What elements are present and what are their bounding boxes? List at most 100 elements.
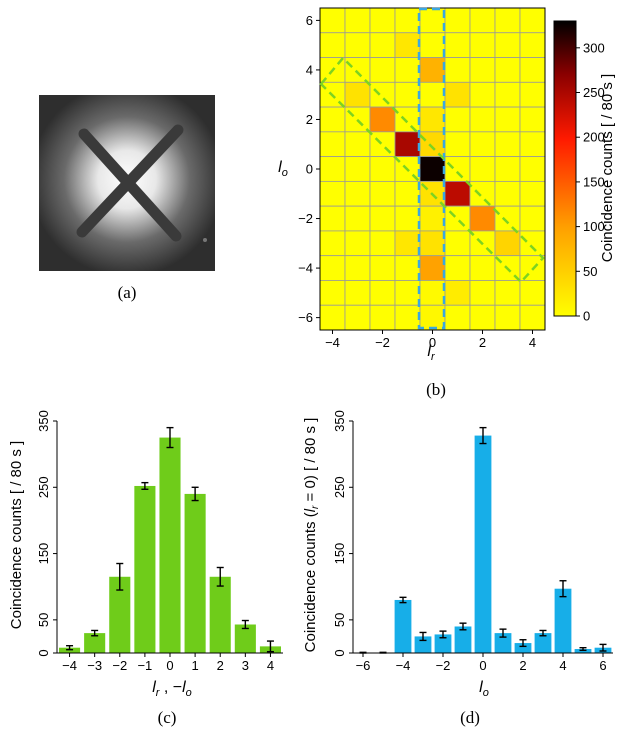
heatmap-cell [419,255,446,281]
error-bar [66,645,74,651]
y-tick-label: 250 [332,476,347,498]
y-tick-label: 250 [36,476,51,498]
heatmap-cell [369,180,396,207]
bar [109,576,131,653]
d-y-ticks: 0 50 150 250 350 [332,410,353,657]
bar [84,633,106,653]
heatmap-cell [394,131,421,158]
heatmap-cell [519,7,546,34]
heatmap-cell [444,131,471,158]
heatmap-cell [494,280,521,306]
y-tick-label: 150 [36,543,51,565]
heatmap-x-tick-label: −4 [325,335,340,350]
heatmap-cell [394,57,421,83]
heatmap-cell [469,7,496,34]
heatmap-cell [419,280,446,306]
heatmap-cell [444,230,471,257]
heatmap-cell [494,57,521,83]
colorbar-tick-label: 200 [583,130,605,145]
heatmap-cell [319,106,346,133]
heatmap-cell [519,304,546,331]
error-bar [91,629,99,637]
heatmap-x-ticks: −4 −2 0 2 4 [325,330,536,350]
heatmap-cell [519,156,546,182]
heatmap-cell [319,304,346,331]
heatmap-cell [394,81,421,108]
heatmap-y-tick-label: 0 [306,162,313,177]
error-bar [399,596,407,604]
heatmap-cell [344,156,371,182]
heatmap-cell [444,205,471,232]
bar [159,437,181,653]
heatmap-cell [419,304,446,331]
heatmap-y-tick-label: −6 [298,310,313,325]
colorbar-ticks: 0 50 100 150 200 250 300 [576,40,605,324]
bar [474,435,492,653]
heatmap-cell [394,180,421,207]
heatmap-cell [344,57,371,83]
heatmap-cell [369,205,396,232]
heatmap-cell [494,205,521,232]
heatmap-cell [444,156,471,182]
bar [184,493,206,653]
heatmap-cell [369,32,396,58]
heatmap-y-tick-label: 4 [306,62,313,77]
x-tick-label: −2 [436,658,451,673]
bar [514,643,532,653]
heatmap-cell [444,81,471,108]
heatmap-cell [419,106,446,133]
heatmap-cell [519,57,546,83]
heatmap-cell [319,255,346,281]
y-tick-label: 0 [36,649,51,656]
bar [394,599,412,653]
bar [434,634,452,653]
bar [554,588,572,653]
heatmap-y-tick-label: −4 [298,261,313,276]
bars-c [59,426,281,653]
heatmap-cell [419,32,446,58]
bar [534,633,552,653]
x-tick-label: 2 [217,658,224,673]
colorbar-tick-label: 250 [583,85,605,100]
heatmap-cell [444,106,471,133]
x-tick-label: −3 [87,658,102,673]
heatmap-cell [469,280,496,306]
heatmap-cell [369,280,396,306]
heatmap-cell [469,131,496,158]
colorbar [553,20,577,317]
bar [414,636,432,653]
heatmap-cell [344,230,371,257]
heatmap-cell [444,32,471,58]
colorbar-tick-label: 300 [583,40,605,55]
panel-d: 0 50 150 250 350 −6 −4 −2 0 2 4 6 Coincidence coun… [302,410,613,727]
heatmap-cell [469,255,496,281]
error-bar [519,639,527,648]
heatmap-cell [319,7,346,34]
x-tick-label: 2 [519,658,526,673]
heatmap-cell [444,255,471,281]
error-bar [599,643,607,652]
heatmap-cell [369,57,396,83]
error-bar [579,646,587,652]
y-tick-label: 150 [332,543,347,565]
heatmap-x-tick-label: 2 [479,335,486,350]
heatmap-cell [394,280,421,306]
heatmap-cell [369,81,396,108]
d-y-label: Coincidence counts (lr = 0) [ / 80 s ] [302,418,321,653]
heatmap-cell [344,280,371,306]
bar [234,624,256,653]
x-tick-label: 6 [599,658,606,673]
heatmap-cell [519,81,546,108]
heatmap-cell [344,304,371,331]
heatmap-cell [519,106,546,133]
d-x-label: lo [479,679,489,699]
c-x-ticks: −4 −3 −2 −1 0 1 2 3 4 [62,653,274,673]
heatmap-cell [419,81,446,108]
y-tick-label: 350 [332,410,347,432]
error-bar [266,640,274,653]
heatmap-cell [519,280,546,306]
x-tick-label: 0 [166,658,173,673]
heatmap-cell [419,131,446,158]
heatmap-cell [494,7,521,34]
